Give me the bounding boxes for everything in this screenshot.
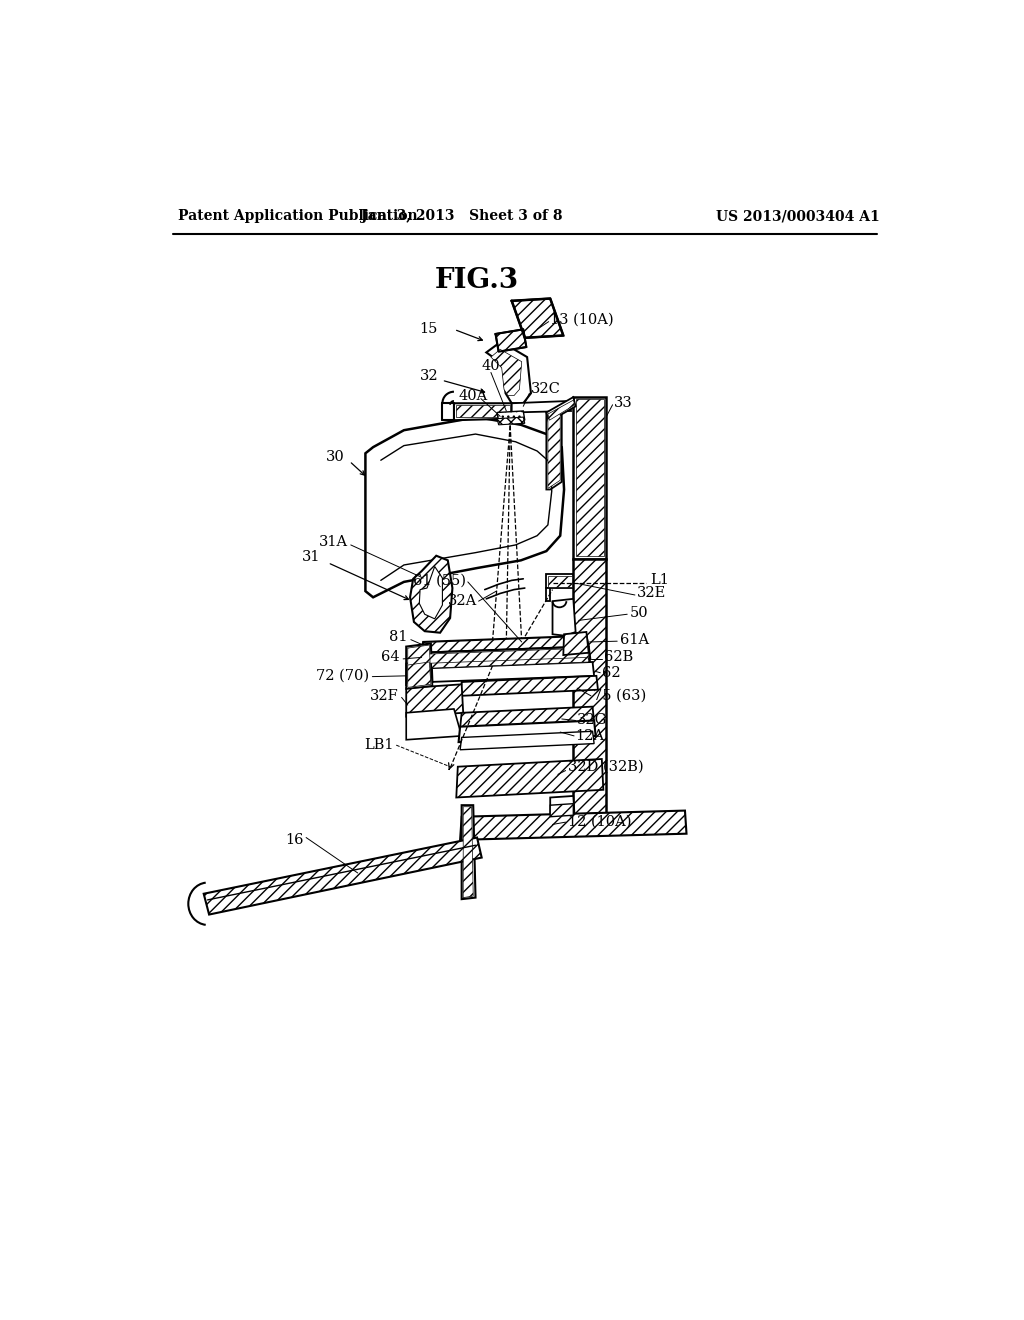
Text: L1: L1	[650, 573, 670, 587]
Polygon shape	[563, 632, 589, 655]
Text: 40: 40	[481, 359, 501, 374]
Text: 15: 15	[419, 322, 437, 337]
Text: US 2013/0003404 A1: US 2013/0003404 A1	[716, 209, 880, 223]
Polygon shape	[429, 651, 590, 669]
Polygon shape	[490, 350, 521, 396]
Text: 61 (55): 61 (55)	[413, 573, 466, 587]
Polygon shape	[422, 648, 589, 664]
Polygon shape	[454, 404, 512, 420]
Text: 64: 64	[381, 651, 400, 664]
Polygon shape	[457, 759, 603, 797]
Text: 81: 81	[389, 631, 408, 644]
Polygon shape	[553, 599, 575, 636]
Polygon shape	[460, 731, 594, 750]
Text: 50: 50	[630, 606, 648, 619]
Polygon shape	[496, 330, 526, 351]
Polygon shape	[512, 401, 571, 412]
Polygon shape	[497, 411, 524, 422]
Text: 75 (63): 75 (63)	[593, 689, 646, 702]
Polygon shape	[547, 589, 550, 601]
Polygon shape	[460, 706, 594, 729]
Polygon shape	[422, 636, 589, 653]
Polygon shape	[407, 709, 462, 739]
Polygon shape	[419, 566, 442, 619]
Polygon shape	[550, 804, 573, 817]
Text: 12 (10A): 12 (10A)	[568, 816, 632, 829]
Polygon shape	[548, 414, 560, 488]
Polygon shape	[431, 653, 589, 668]
Polygon shape	[547, 412, 562, 490]
Polygon shape	[456, 405, 510, 417]
Text: 32A: 32A	[447, 594, 477, 609]
Text: Jan. 3, 2013   Sheet 3 of 8: Jan. 3, 2013 Sheet 3 of 8	[360, 209, 562, 223]
Polygon shape	[548, 576, 571, 586]
Text: FIG.3: FIG.3	[435, 267, 519, 293]
Polygon shape	[548, 400, 574, 420]
Text: 12A: 12A	[575, 729, 604, 743]
Text: 32E: 32E	[637, 586, 667, 601]
Polygon shape	[486, 342, 531, 404]
Polygon shape	[547, 574, 573, 589]
Text: 33: 33	[614, 396, 633, 411]
Text: 62: 62	[602, 665, 621, 680]
Polygon shape	[550, 796, 575, 832]
Polygon shape	[407, 660, 432, 689]
Polygon shape	[459, 721, 596, 742]
Text: 32: 32	[420, 368, 438, 383]
Polygon shape	[460, 676, 598, 696]
Text: 61A: 61A	[620, 632, 648, 647]
Polygon shape	[407, 684, 463, 717]
Polygon shape	[460, 810, 686, 840]
Text: 31A: 31A	[318, 535, 348, 549]
Polygon shape	[573, 397, 606, 558]
Polygon shape	[366, 417, 564, 597]
Polygon shape	[420, 647, 590, 665]
Text: 31: 31	[301, 550, 319, 564]
Text: 40A: 40A	[459, 388, 487, 403]
Polygon shape	[497, 417, 524, 425]
Polygon shape	[407, 644, 432, 685]
Text: 32F: 32F	[370, 689, 398, 702]
Text: 13 (10A): 13 (10A)	[550, 313, 613, 327]
Text: 62B: 62B	[604, 651, 634, 664]
Text: 32D (32B): 32D (32B)	[568, 760, 643, 774]
Polygon shape	[408, 663, 431, 688]
Polygon shape	[429, 663, 594, 682]
Polygon shape	[547, 397, 575, 422]
Text: 32C: 32C	[531, 383, 561, 396]
Polygon shape	[408, 645, 431, 684]
Polygon shape	[575, 400, 604, 557]
Text: LB1: LB1	[365, 738, 394, 752]
Text: Patent Application Publication: Patent Application Publication	[178, 209, 418, 223]
Text: 72 (70): 72 (70)	[316, 669, 370, 682]
Polygon shape	[204, 837, 481, 915]
Polygon shape	[462, 805, 475, 899]
Polygon shape	[463, 807, 473, 898]
Text: 32G: 32G	[578, 714, 607, 727]
Text: 30: 30	[326, 450, 345, 465]
Polygon shape	[573, 558, 606, 832]
Polygon shape	[410, 556, 453, 632]
Polygon shape	[512, 298, 563, 338]
Text: 16: 16	[286, 833, 304, 847]
